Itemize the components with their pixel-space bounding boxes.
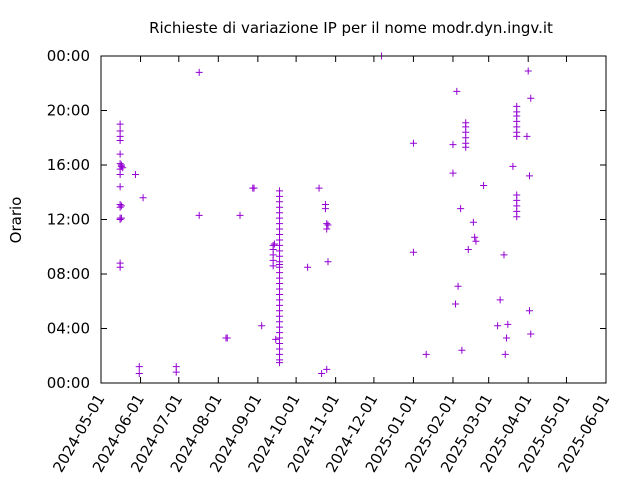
data-point [250,184,258,192]
data-point [135,369,143,377]
data-point [117,202,125,210]
data-point [472,237,480,245]
data-point [270,240,278,248]
data-point [172,368,180,376]
data-point [116,136,124,144]
y-tick-labels: 00:00 04:00 08:00 12:00 16:00 20:00 00:00 [47,47,90,392]
data-point [449,169,457,177]
data-point [453,87,461,95]
data-point [318,369,326,377]
data-point [500,251,508,259]
data-point [324,258,332,266]
data-point [480,181,488,189]
data-point [527,330,535,338]
data-point [116,263,124,271]
data-point [323,225,331,233]
data-point [513,132,521,140]
data-point [323,365,331,373]
data-point [509,162,517,170]
data-point [458,346,466,354]
data-point [116,203,124,211]
data-point [117,162,125,170]
data-point [524,67,532,75]
y-tick-label: 20:00 [47,102,90,120]
data-point [409,248,417,256]
data-point [272,335,280,343]
data-point [119,164,127,172]
data-point [139,194,147,202]
data-point [464,245,472,253]
data-point [496,296,504,304]
data-point [494,322,502,330]
data-point [469,218,477,226]
data-point [527,94,535,102]
y-tick-label: 00:00 [47,374,90,392]
data-point [525,172,533,180]
data-point [195,211,203,219]
data-point [503,334,511,342]
y-tick-label: 16:00 [47,156,90,174]
data-point [525,307,533,315]
chart-title: Richieste di variazione IP per il nome m… [149,19,553,37]
data-point [135,363,143,371]
data-point [116,171,124,179]
data-point [504,320,512,328]
data-point [223,334,231,342]
data-point [523,132,531,140]
data-point [116,183,124,191]
data-point [462,143,470,151]
data-point [236,211,244,219]
y-tick-label: 04:00 [47,320,90,338]
data-point [315,184,323,192]
data-point [454,282,462,290]
data-point [324,221,332,229]
plot-frame [100,55,607,384]
data-point [409,139,417,147]
data-point [195,68,203,76]
data-point [131,171,139,179]
data-point [116,120,124,128]
data-points [116,52,535,377]
y-tick-label: 12:00 [47,211,90,229]
data-point [501,350,509,358]
data-point [452,300,460,308]
data-point [422,350,430,358]
data-point [269,262,277,270]
x-tick-labels: 2024-05-012024-06-012024-07-012024-08-01… [49,391,613,476]
data-point [116,150,124,158]
data-point [117,214,125,222]
data-point [304,263,312,271]
y-tick-label: 08:00 [47,265,90,283]
data-point [457,205,465,213]
y-tick-label: 00:00 [47,47,90,65]
data-point [258,322,266,330]
data-point [513,213,521,221]
data-point [116,216,124,223]
data-point [449,141,457,149]
y-axis-label: Orario [7,197,25,244]
data-point [321,205,329,213]
data-point [471,233,479,241]
data-point [276,359,284,367]
